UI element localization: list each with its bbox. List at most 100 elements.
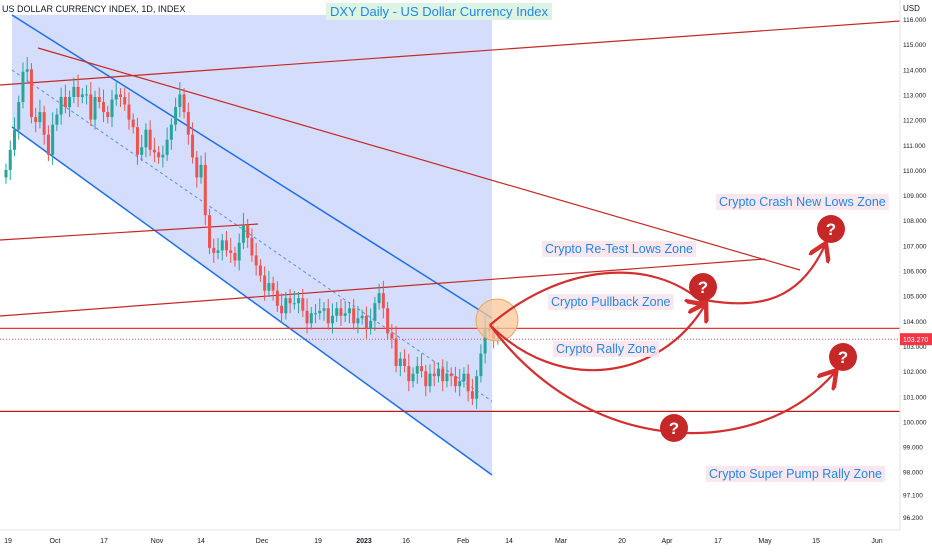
candle-body <box>127 104 131 120</box>
candle-body <box>305 310 309 324</box>
candle-body <box>123 96 127 105</box>
candle-body <box>118 94 122 97</box>
candle-body <box>29 69 33 118</box>
candle-body <box>453 376 457 387</box>
label-pullback-zone-bg <box>548 294 674 310</box>
question-icon-glyph: ? <box>669 419 679 438</box>
x-tick-label: 14 <box>505 538 513 545</box>
axis-unit-label: USD <box>903 4 920 13</box>
candle-body <box>4 169 8 178</box>
chart-title: DXY Daily - US Dollar Currency Index <box>326 3 552 20</box>
candle-body <box>407 366 411 382</box>
candle-body <box>169 124 173 140</box>
y-tick-label: 107.000 <box>903 243 927 250</box>
candle-body <box>114 94 118 100</box>
candle-body <box>398 358 402 367</box>
candle-body <box>436 368 440 377</box>
candle-body <box>415 366 419 374</box>
candle-body <box>441 368 445 382</box>
arrow-rally <box>489 305 705 372</box>
y-tick-label: 116.000 <box>903 17 926 24</box>
candle-body <box>386 308 390 334</box>
x-tick-label: 19 <box>4 538 12 545</box>
x-tick-label: 19 <box>314 538 322 545</box>
y-tick-label: 102.000 <box>903 369 927 376</box>
candle-body <box>203 164 207 216</box>
candle-body <box>191 134 195 158</box>
candle-body <box>140 147 144 155</box>
candle-body <box>8 149 12 170</box>
candle-body <box>21 71 25 102</box>
y-tick-label: 103.000 <box>903 344 927 351</box>
y-tick-label: 106.000 <box>903 269 927 276</box>
y-tick-label: 111.000 <box>903 143 926 150</box>
candle-body <box>195 157 199 178</box>
candle-body <box>428 373 432 387</box>
question-icon-circle <box>689 273 717 301</box>
candle-body <box>89 94 93 120</box>
question-icon-super-low: ? <box>660 414 688 442</box>
candle-body <box>224 240 228 251</box>
candle-body <box>284 298 288 314</box>
candle-body <box>462 373 466 382</box>
candle-body <box>212 247 216 253</box>
channel-upper-line <box>11 14 493 319</box>
candle-body <box>301 298 305 311</box>
label-super-pump-zone: Crypto Super Pump Rally Zone <box>709 467 882 481</box>
label-super-pump-zone-bg <box>706 466 886 482</box>
label-crash-zone-bg <box>716 194 889 210</box>
candle-body <box>326 308 330 324</box>
arrow-pullback <box>489 271 703 326</box>
candle-body <box>483 328 487 354</box>
arrow-crash <box>704 245 825 305</box>
x-tick-label: Nov <box>151 538 164 545</box>
label-pullback-zone: Crypto Pullback Zone <box>551 295 671 309</box>
question-icon-super-pump: ? <box>829 343 857 371</box>
y-tick-label: 113.000 <box>903 92 926 99</box>
candle-body <box>148 129 152 150</box>
candle-body <box>377 293 381 304</box>
candle-body <box>110 99 114 118</box>
price-label: 103.270 <box>903 337 928 344</box>
candle-body <box>135 127 139 155</box>
candle-body <box>233 252 237 261</box>
candle-body <box>390 333 394 339</box>
candle-body <box>76 86 80 97</box>
candle-body <box>165 139 169 155</box>
candle-body <box>424 371 428 387</box>
x-tick-label: 14 <box>197 538 205 545</box>
candle-body <box>445 373 449 382</box>
label-retest-zone-bg <box>542 241 697 257</box>
candle-body <box>106 112 110 118</box>
candle-body <box>288 298 292 304</box>
y-tick-label: 108.000 <box>903 218 927 225</box>
candle-body <box>131 119 135 128</box>
y-tick-label: 114.000 <box>903 67 926 74</box>
question-icon-pullback: ? <box>689 273 717 301</box>
y-tick-label: 105.000 <box>903 294 927 301</box>
candle-body <box>178 94 182 108</box>
candle-body <box>80 94 84 97</box>
candle-body <box>458 381 462 387</box>
candle-body <box>339 308 343 316</box>
candle-body <box>271 283 275 291</box>
candle-body <box>208 215 212 248</box>
candle-body <box>292 303 296 305</box>
candle-body <box>411 373 415 382</box>
candle-body <box>186 112 190 135</box>
symbol-header: US DOLLAR CURRENCY INDEX, 1D, INDEX <box>2 4 186 14</box>
candle-body <box>347 308 351 314</box>
candle-body <box>93 96 97 120</box>
candle-body <box>174 107 178 125</box>
candle-body <box>17 102 21 130</box>
candle-body <box>144 129 148 148</box>
candle-body <box>369 320 373 329</box>
question-icon-glyph: ? <box>838 348 848 367</box>
candle-body <box>322 308 326 311</box>
candle-body <box>220 240 224 251</box>
candle-body <box>470 391 474 399</box>
candle-body <box>432 373 436 377</box>
x-axis-bg <box>0 530 932 550</box>
